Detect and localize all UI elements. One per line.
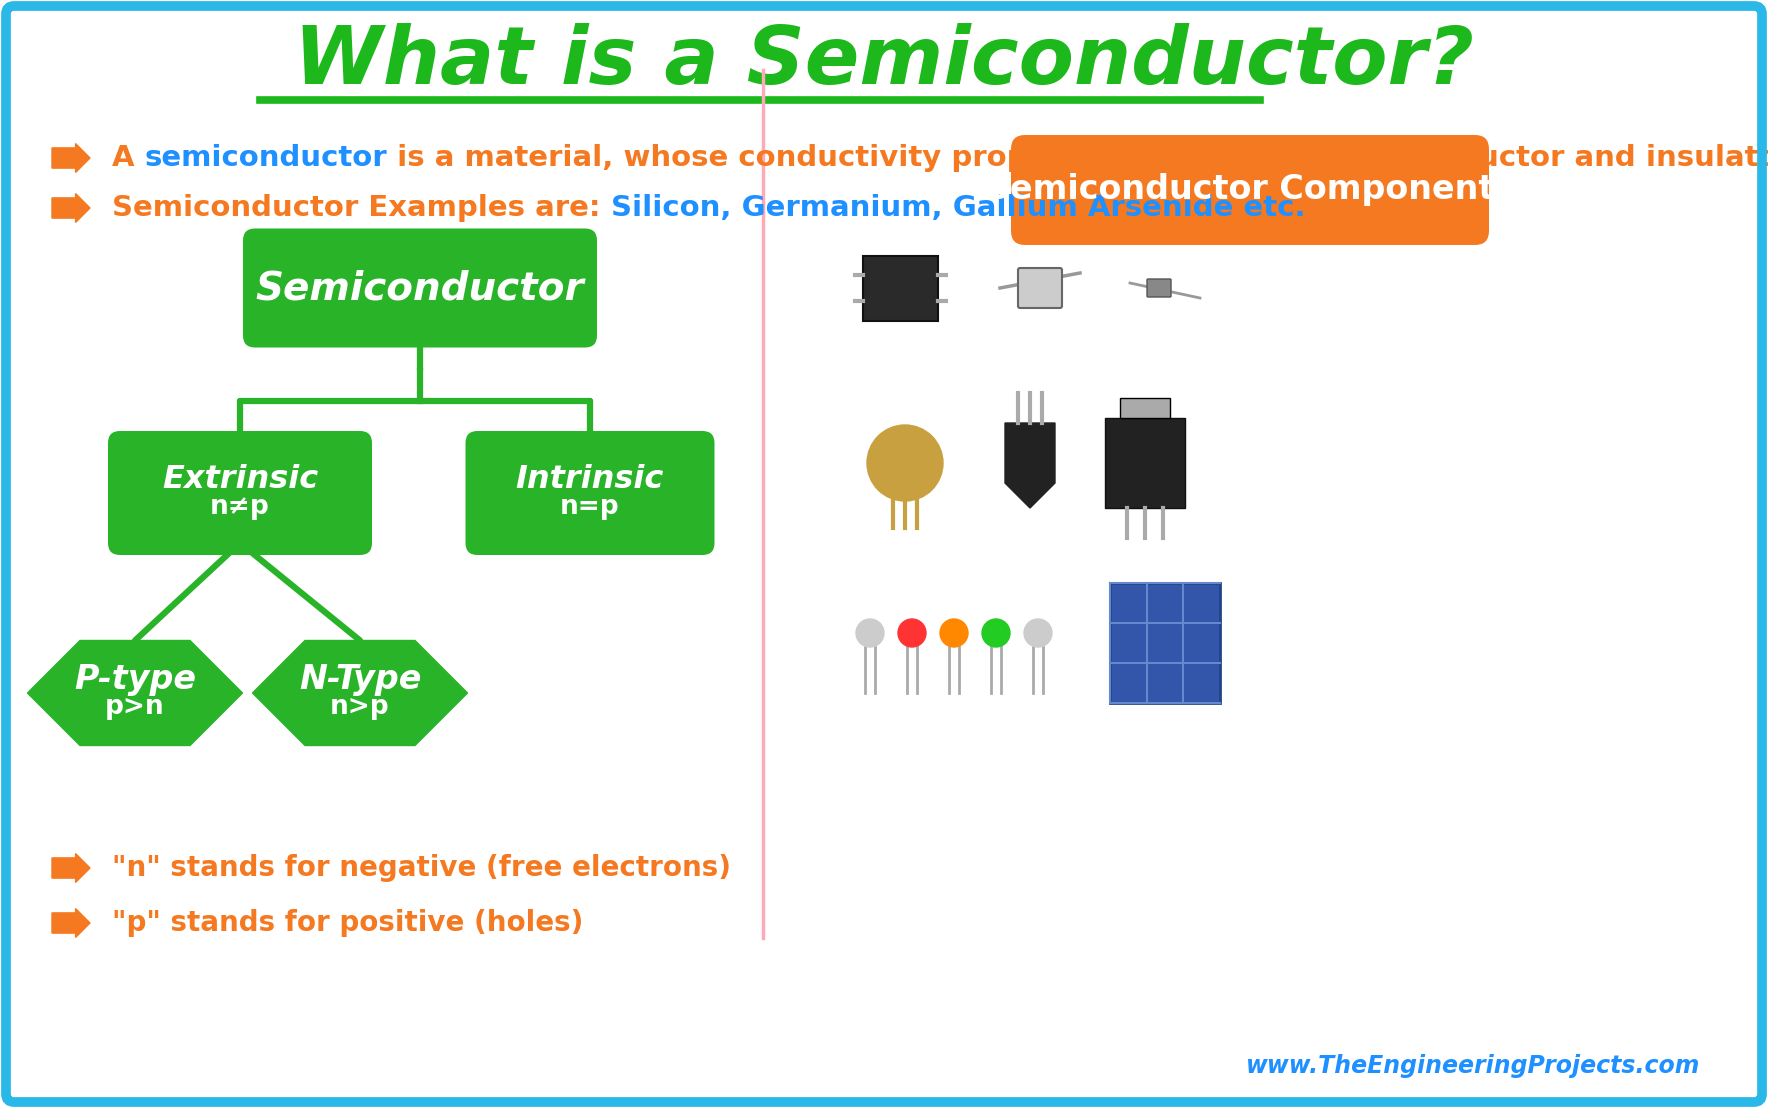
Polygon shape — [51, 144, 90, 173]
FancyBboxPatch shape — [1110, 583, 1220, 702]
Text: N-Type: N-Type — [299, 664, 421, 697]
Circle shape — [941, 619, 969, 647]
FancyBboxPatch shape — [863, 256, 937, 320]
Text: Intrinsic: Intrinsic — [516, 464, 665, 495]
Text: Semiconductor: Semiconductor — [256, 269, 583, 307]
FancyBboxPatch shape — [1105, 418, 1185, 507]
Polygon shape — [51, 909, 90, 937]
Text: Extrinsic: Extrinsic — [163, 464, 318, 495]
FancyBboxPatch shape — [465, 431, 714, 555]
Text: n>p: n>p — [331, 694, 389, 720]
Circle shape — [856, 619, 884, 647]
FancyBboxPatch shape — [108, 431, 371, 555]
Circle shape — [866, 425, 942, 501]
FancyBboxPatch shape — [1119, 398, 1170, 418]
Text: n=p: n=p — [560, 494, 621, 520]
Polygon shape — [253, 640, 467, 746]
Text: is a material, whose conductivity properties lie between the conductor and insul: is a material, whose conductivity proper… — [387, 144, 1768, 172]
Circle shape — [981, 619, 1010, 647]
Circle shape — [1024, 619, 1052, 647]
Text: Silicon, Germanium, Gallium Arsenide etc.: Silicon, Germanium, Gallium Arsenide etc… — [610, 194, 1305, 222]
Text: P-type: P-type — [74, 664, 196, 697]
FancyBboxPatch shape — [1018, 268, 1063, 308]
Text: p>n: p>n — [104, 694, 164, 720]
Text: A: A — [111, 144, 145, 172]
Polygon shape — [51, 194, 90, 223]
Polygon shape — [1004, 423, 1055, 507]
Polygon shape — [51, 853, 90, 882]
FancyBboxPatch shape — [1011, 135, 1489, 245]
Text: www.TheEngineeringProjects.com: www.TheEngineeringProjects.com — [1246, 1054, 1701, 1078]
Text: n≠p: n≠p — [210, 494, 271, 520]
Text: "n" stands for negative (free electrons): "n" stands for negative (free electrons) — [111, 854, 730, 882]
Polygon shape — [28, 640, 242, 746]
Text: "p" stands for positive (holes): "p" stands for positive (holes) — [111, 909, 583, 937]
FancyBboxPatch shape — [1147, 279, 1170, 297]
Text: semiconductor: semiconductor — [145, 144, 387, 172]
Text: Semiconductor Components: Semiconductor Components — [987, 174, 1513, 206]
Circle shape — [898, 619, 926, 647]
Text: What is a Semiconductor?: What is a Semiconductor? — [293, 23, 1475, 101]
Text: Semiconductor Examples are:: Semiconductor Examples are: — [111, 194, 610, 222]
FancyBboxPatch shape — [242, 228, 598, 348]
